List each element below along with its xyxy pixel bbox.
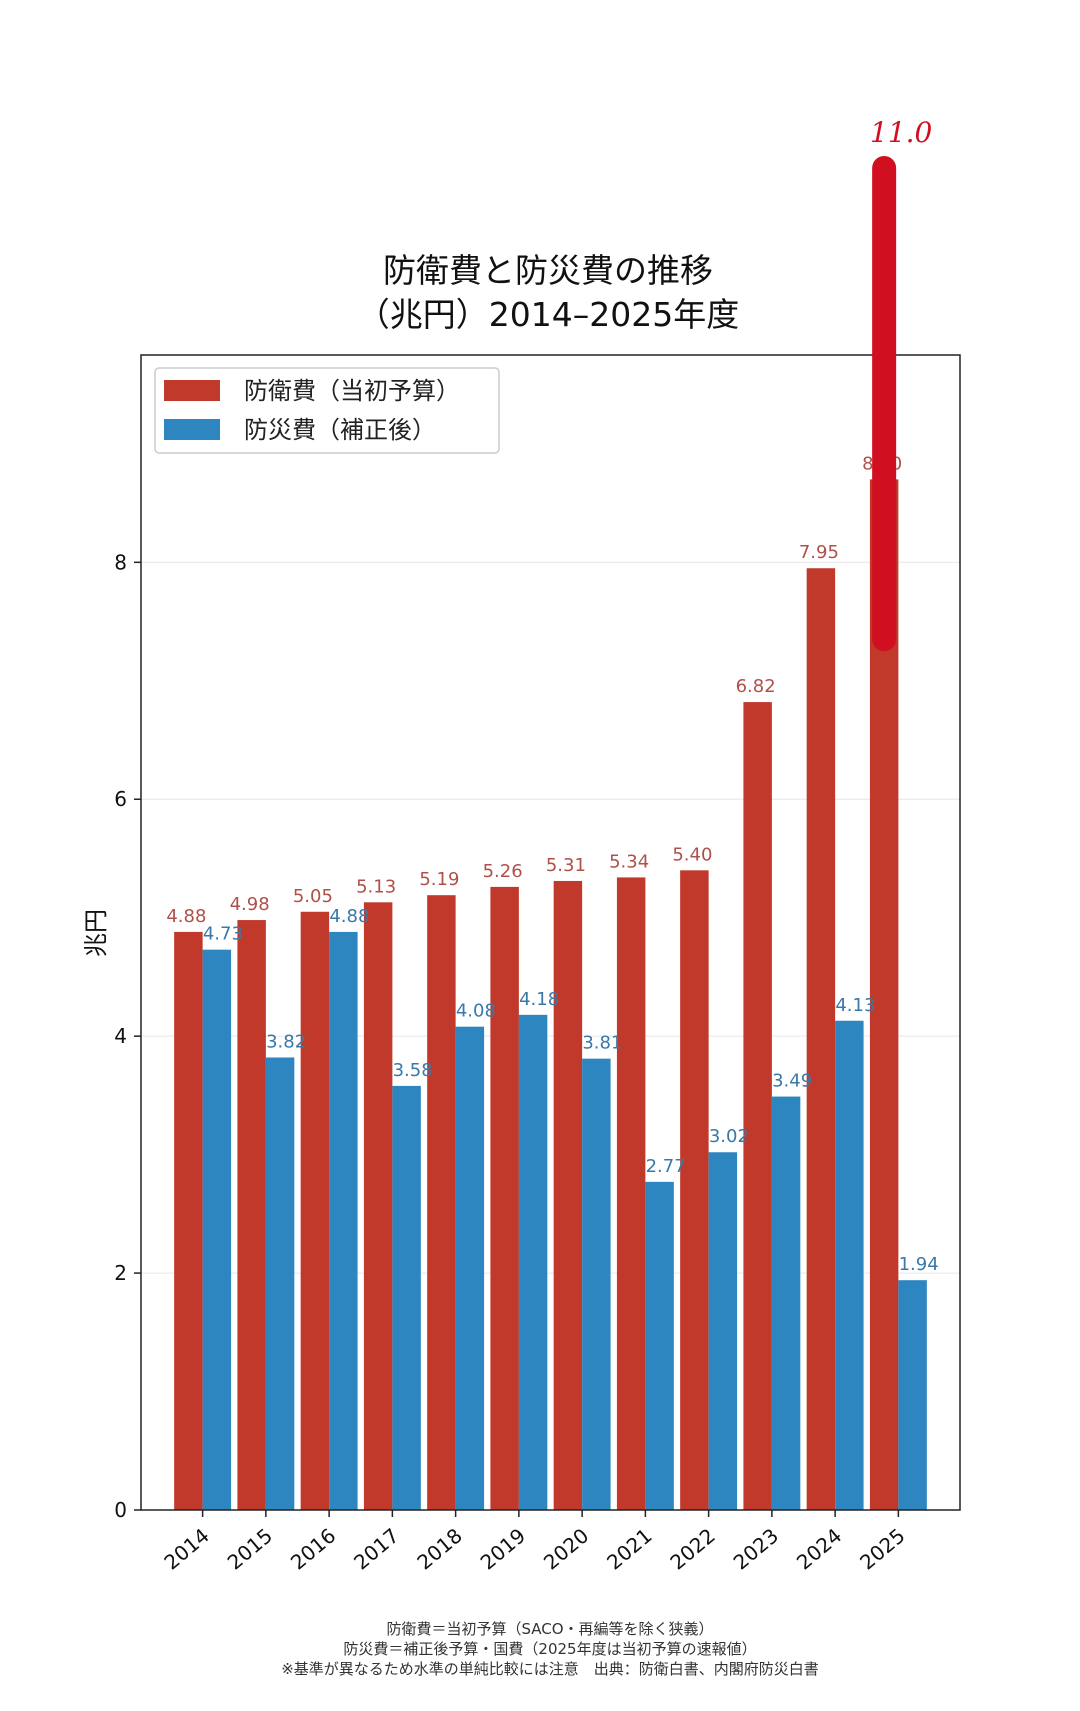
- bar-disaster-2021: [645, 1181, 674, 1510]
- legend-box: [154, 367, 500, 454]
- data-label-defense-2017: 5.13: [356, 876, 396, 897]
- x-tick-label-2019: 2019: [476, 1523, 530, 1574]
- data-label-defense-2021: 5.34: [609, 851, 649, 872]
- y-tick-label-4: 4: [114, 1024, 127, 1048]
- bar-disaster-2023: [771, 1096, 801, 1510]
- data-label-defense-2023: 6.82: [736, 676, 776, 697]
- y-tick-label-8: 8: [114, 550, 127, 574]
- y-axis-ticks: 0 2 4 6 8: [114, 550, 141, 1522]
- plot-frame: [140, 354, 961, 1511]
- data-label-disaster-2020: 3.81: [582, 1033, 622, 1054]
- chart-title: 防衛費と防災費の推移: [383, 251, 713, 290]
- data-label-disaster-2015: 3.82: [266, 1031, 306, 1052]
- handwritten-value-label: 11.0: [870, 116, 932, 149]
- legend-swatch-defense: [164, 380, 220, 401]
- x-tick-label-2025: 2025: [855, 1523, 909, 1574]
- y-tick-label-0: 0: [114, 1498, 127, 1522]
- x-tick-label-2017: 2017: [349, 1523, 403, 1574]
- data-label-defense-2019: 5.26: [483, 861, 523, 882]
- legend-label-defense: 防衛費（当初予算）: [244, 377, 460, 405]
- bar-defense-2015: [237, 920, 266, 1510]
- data-label-disaster-2019: 4.18: [519, 989, 559, 1010]
- bar-defense-2023: [743, 702, 772, 1510]
- bar-disaster-2019: [518, 1014, 548, 1510]
- data-label-disaster-2014: 4.73: [203, 924, 243, 945]
- bar-disaster-2025: [898, 1280, 927, 1510]
- data-label-disaster-2016: 4.88: [329, 906, 369, 927]
- data-label-disaster-2025: 1.94: [899, 1254, 939, 1275]
- data-label-defense-2018: 5.19: [419, 869, 459, 890]
- bar-defense-2014: [174, 931, 203, 1510]
- x-axis-ticks: 2014 2015 2016 2017 2018 2019 2020 2021 2022 2023…: [159, 1510, 910, 1575]
- bar-defense-2016: [300, 911, 330, 1510]
- data-label-disaster-2017: 3.58: [393, 1060, 433, 1081]
- bar-labels: 4.884.734.983.825.054.885.133.585.194.08…: [166, 453, 938, 1275]
- data-label-disaster-2022: 3.02: [709, 1126, 749, 1147]
- bars: [174, 479, 927, 1510]
- x-tick-label-2021: 2021: [602, 1523, 656, 1574]
- bar-disaster-2020: [582, 1058, 611, 1510]
- bar-disaster-2014: [202, 949, 232, 1510]
- bar-defense-2020: [553, 880, 583, 1510]
- bar-disaster-2017: [392, 1085, 421, 1510]
- x-tick-label-2022: 2022: [665, 1523, 719, 1574]
- data-label-defense-2024: 7.95: [799, 542, 839, 563]
- x-tick-label-2023: 2023: [729, 1523, 783, 1574]
- bar-defense-2018: [427, 895, 456, 1510]
- bar-defense-2021: [616, 877, 646, 1510]
- bar-disaster-2018: [455, 1026, 485, 1510]
- y-tick-label-6: 6: [114, 787, 127, 811]
- bar-defense-2022: [680, 870, 709, 1510]
- footnote-defense: 防衛費＝当初予算（SACO・再編等を除く狭義）: [386, 1620, 713, 1638]
- data-label-defense-2016: 5.05: [293, 886, 333, 907]
- x-tick-label-2020: 2020: [539, 1523, 593, 1574]
- data-label-defense-2014: 4.88: [166, 906, 206, 927]
- data-label-disaster-2018: 4.08: [456, 1001, 496, 1022]
- data-label-disaster-2024: 4.13: [835, 995, 875, 1016]
- bar-disaster-2022: [708, 1152, 738, 1510]
- footnote-source: ※基準が異なるため水準の単純比較には注意 出典：防衛白書、内閣府防災白書: [281, 1660, 819, 1678]
- bar-disaster-2016: [329, 931, 358, 1510]
- legend-swatch-disaster: [164, 419, 220, 440]
- bar-disaster-2015: [265, 1057, 295, 1510]
- footnote-disaster: 防災費＝補正後予算・国費（2025年度は当初予算の速報値）: [343, 1640, 756, 1658]
- y-tick-label-2: 2: [114, 1261, 127, 1285]
- x-tick-label-2015: 2015: [223, 1523, 277, 1574]
- x-tick-label-2014: 2014: [159, 1523, 213, 1574]
- legend: 防衛費（当初予算） 防災費（補正後）: [154, 367, 500, 454]
- x-tick-label-2018: 2018: [412, 1523, 466, 1574]
- data-label-disaster-2023: 3.49: [772, 1071, 812, 1092]
- data-label-defense-2020: 5.31: [546, 855, 586, 876]
- x-tick-label-2024: 2024: [792, 1523, 846, 1574]
- bar-defense-2017: [363, 902, 393, 1510]
- data-label-defense-2022: 5.40: [672, 844, 712, 865]
- chart-subtitle: （兆円）2014–2025年度: [357, 295, 739, 334]
- bar-disaster-2024: [835, 1020, 864, 1510]
- x-tick-label-2016: 2016: [286, 1523, 340, 1574]
- data-label-defense-2015: 4.98: [230, 894, 270, 915]
- y-axis-label: 兆円: [82, 909, 110, 957]
- data-label-disaster-2021: 2.77: [646, 1156, 686, 1177]
- handwritten-annotation: 11.0: [870, 116, 932, 652]
- bar-defense-2024: [806, 568, 836, 1510]
- bar-defense-2019: [490, 886, 519, 1510]
- legend-label-disaster: 防災費（補正後）: [244, 416, 436, 444]
